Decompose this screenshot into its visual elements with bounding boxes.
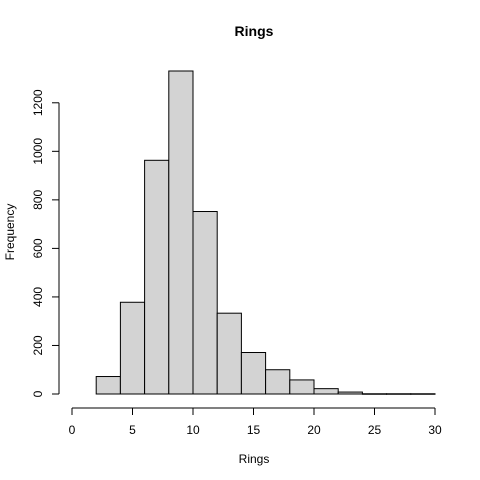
histogram-bar (337, 391, 363, 395)
histogram-bar (168, 70, 194, 395)
histogram-bar (192, 211, 218, 395)
y-tick-label: 1200 (31, 89, 45, 116)
histogram-bar (216, 312, 242, 395)
x-axis: 0 5 10 15 20 25 30 (69, 407, 442, 437)
histogram-bar (313, 388, 339, 395)
y-tick-label: 200 (31, 335, 45, 355)
x-tick-label: 20 (307, 423, 321, 437)
x-tick-label: 5 (129, 423, 136, 437)
x-tick-label: 10 (186, 423, 200, 437)
x-tick-label: 15 (247, 423, 261, 437)
histogram-bar (289, 379, 315, 395)
y-tick-label: 0 (31, 390, 45, 397)
y-tick-label: 1000 (31, 138, 45, 165)
y-axis-label: Frequency (3, 204, 17, 261)
histogram-bar (144, 159, 170, 395)
histogram-bar (240, 352, 267, 395)
histogram-bar (361, 393, 388, 395)
y-axis: 0 200 400 600 800 1000 1200 (31, 89, 60, 397)
histogram-bar (386, 393, 412, 395)
x-axis-label: Rings (239, 452, 270, 466)
chart-title: Rings (235, 23, 274, 39)
x-tick-label: 30 (428, 423, 442, 437)
histogram-bar (119, 301, 146, 395)
x-tick-label: 25 (368, 423, 382, 437)
histogram-bar (95, 376, 121, 395)
histogram-bar (410, 393, 436, 395)
histogram-bar (265, 369, 291, 395)
y-tick-label: 600 (31, 238, 45, 258)
bars-group (95, 70, 436, 395)
y-tick-label: 800 (31, 190, 45, 210)
y-tick-label: 400 (31, 287, 45, 307)
x-tick-label: 0 (69, 423, 76, 437)
